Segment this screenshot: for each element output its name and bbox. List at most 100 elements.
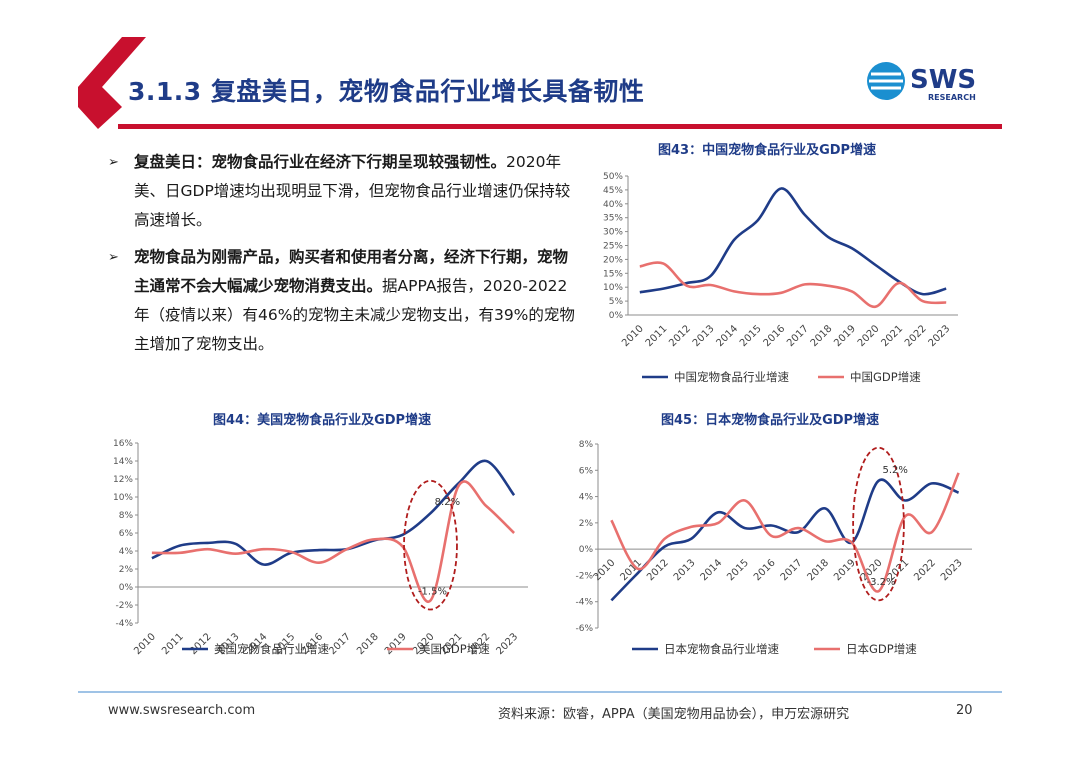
y-tick-label: 0% xyxy=(119,583,134,593)
y-tick-label: 30% xyxy=(603,228,623,238)
chart-title-us: 图44：美国宠物食品行业及GDP增速 xyxy=(213,413,432,428)
svg-text:RESEARCH: RESEARCH xyxy=(928,93,976,102)
x-tick-label: 2021 xyxy=(879,323,905,349)
legend: 美国宠物食品行业增速 美国GDP增速 xyxy=(182,642,490,656)
annotation-label: -1.5% xyxy=(418,587,447,598)
x-tick-label: 2017 xyxy=(327,631,353,657)
website-link[interactable]: www.swsresearch.com xyxy=(108,703,256,718)
bullet-strong: 宠物食品为刚需产品，购买者和使用者分离，经济下行期，宠物主通常不会大幅减少宠物消… xyxy=(134,248,569,295)
page-title: 3.1.3 复盘美日，宠物食品行业增长具备韧性 xyxy=(128,77,645,106)
x-tick-label: 2018 xyxy=(809,323,835,349)
chart-japan: 8%6%4%2%0%-2%-4%-6%2010 2011 2012 2013 2014 2… xyxy=(575,440,972,656)
series-line-industry xyxy=(639,187,947,296)
y-tick-label: 10% xyxy=(113,493,133,503)
y-tick-label: 10% xyxy=(603,283,623,293)
bullet-strong: 复盘美日：宠物食品行业在经济下行期呈现较强韧性。 xyxy=(134,153,507,171)
bullet-item: ➢ 宠物食品为刚需产品，购买者和使用者分离，经济下行期，宠物主通常不会大幅减少宠… xyxy=(108,243,580,359)
annotation-label: 8.2% xyxy=(435,497,460,508)
legend: 日本宠物食品行业增速 日本GDP增速 xyxy=(632,642,917,656)
x-tick-label: 2011 xyxy=(644,323,670,349)
x-tick-label: 2015 xyxy=(738,323,764,349)
chart-title-japan: 图45：日本宠物食品行业及GDP增速 xyxy=(661,413,880,428)
y-tick-label: 45% xyxy=(603,186,623,196)
title-bar xyxy=(78,37,1002,129)
y-tick-label: 8% xyxy=(119,511,134,521)
y-tick-label: 12% xyxy=(113,475,133,485)
y-tick-label: 8% xyxy=(579,440,594,450)
bullet-list: ➢ 复盘美日：宠物食品行业在经济下行期呈现较强韧性。2020年美、日GDP增速均… xyxy=(108,148,580,367)
x-tick-label: 2022 xyxy=(903,323,929,349)
y-tick-label: 2% xyxy=(579,519,594,529)
x-tick-label: 2019 xyxy=(832,557,858,583)
highlight-ellipse xyxy=(852,446,905,602)
x-tick-label: 2020 xyxy=(856,323,882,349)
x-tick-label: 2014 xyxy=(714,323,740,349)
y-tick-label: 20% xyxy=(603,255,623,265)
x-tick-label: 2017 xyxy=(785,323,811,349)
highlight-ellipse xyxy=(403,479,458,611)
y-tick-label: 6% xyxy=(119,529,134,539)
legend-label: 日本GDP增速 xyxy=(846,642,917,656)
chart-title-china: 图43：中国宠物食品行业及GDP增速 xyxy=(658,143,877,158)
legend-label: 美国宠物食品行业增速 xyxy=(214,642,329,656)
legend-label: 中国宠物食品行业增速 xyxy=(674,370,789,384)
y-tick-label: -6% xyxy=(575,624,593,634)
series-line-gdp xyxy=(610,472,960,593)
footer-divider xyxy=(78,691,1002,693)
bullet-text: 据APPA报告，2020-2022年（疫情以来）有46%的宠物主未减少宠物支出，… xyxy=(134,277,575,353)
sws-logo: SWS RESEARCH xyxy=(867,62,976,102)
y-tick-label: -2% xyxy=(575,571,593,581)
y-tick-label: 0% xyxy=(579,545,594,555)
legend-label: 美国GDP增速 xyxy=(419,642,490,656)
source-note: 资料来源：欧睿，APPA（美国宠物用品协会），申万宏源研究 xyxy=(498,707,850,722)
y-tick-label: 4% xyxy=(579,493,594,503)
y-tick-label: 25% xyxy=(603,242,623,252)
x-tick-label: 2019 xyxy=(832,323,858,349)
x-tick-label: 2015 xyxy=(725,557,751,583)
y-tick-label: -2% xyxy=(115,601,133,611)
x-tick-label: 2012 xyxy=(667,323,693,349)
chart-china: 50%45%40%35%30%25%20%15%10%5%0%201020112… xyxy=(603,172,958,384)
series-line-gdp xyxy=(639,261,947,309)
y-tick-label: 14% xyxy=(113,457,133,467)
series-line-gdp xyxy=(151,480,515,603)
y-tick-label: 50% xyxy=(603,172,623,182)
legend: 中国宠物食品行业增速 中国GDP增速 xyxy=(642,370,921,384)
x-tick-label: 2023 xyxy=(494,631,520,657)
y-tick-label: 0% xyxy=(609,311,624,321)
y-tick-label: 15% xyxy=(603,269,623,279)
chart-us: 16% 14% 12% 10% 8% 6% 4% 2% 0% -2% -4% 2010 2011 2012… xyxy=(113,439,528,657)
x-tick-label: 2022 xyxy=(912,557,938,583)
y-tick-label: -4% xyxy=(575,598,593,608)
arrow-bullet-icon: ➢ xyxy=(108,155,119,170)
page-number: 20 xyxy=(956,703,973,718)
arrow-bullet-icon: ➢ xyxy=(108,250,119,265)
x-tick-label: 2016 xyxy=(752,557,778,583)
x-tick-label: 2013 xyxy=(691,323,717,349)
x-tick-label: 2013 xyxy=(672,557,698,583)
y-tick-label: 2% xyxy=(119,565,134,575)
y-tick-label: -4% xyxy=(115,619,133,629)
x-tick-label: 2010 xyxy=(592,557,618,583)
x-tick-label: 2018 xyxy=(355,631,381,657)
x-tick-label: 2012 xyxy=(188,631,214,657)
x-tick-label: 2019 xyxy=(383,631,409,657)
bullet-item: ➢ 复盘美日：宠物食品行业在经济下行期呈现较强韧性。2020年美、日GDP增速均… xyxy=(108,148,580,235)
x-tick-label: 2017 xyxy=(779,557,805,583)
x-tick-label: 2011 xyxy=(160,631,186,657)
x-tick-label: 2010 xyxy=(132,631,158,657)
series-line-industry xyxy=(151,459,516,566)
annotation-label: -3.2% xyxy=(866,577,895,588)
y-tick-label: 4% xyxy=(119,547,134,557)
x-tick-label: 2016 xyxy=(762,323,788,349)
x-tick-label: 2023 xyxy=(939,557,965,583)
x-tick-label: 2018 xyxy=(805,557,831,583)
x-tick-label: 2023 xyxy=(927,323,953,349)
y-tick-label: 40% xyxy=(603,200,623,210)
x-tick-label: 2014 xyxy=(699,557,725,583)
svg-text:SWS: SWS xyxy=(910,65,976,95)
y-tick-label: 6% xyxy=(579,466,594,476)
y-tick-label: 5% xyxy=(609,297,624,307)
legend-label: 日本宠物食品行业增速 xyxy=(664,642,779,656)
y-tick-label: 35% xyxy=(603,214,623,224)
